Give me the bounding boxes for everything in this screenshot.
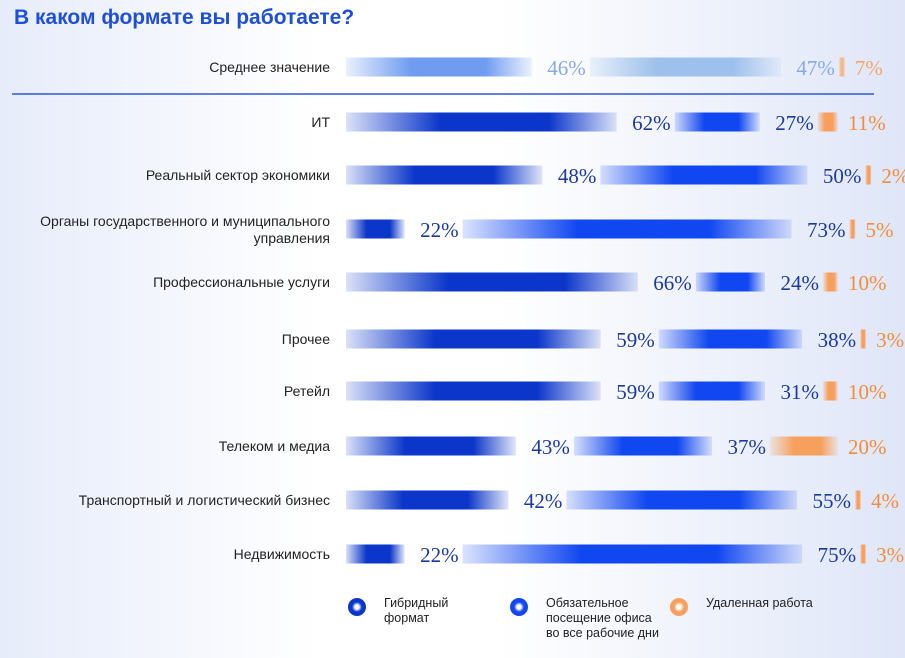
bar-hybrid — [346, 219, 405, 239]
category-label: Телеком и медиа — [219, 438, 330, 454]
bar-hybrid — [346, 272, 638, 292]
value-label-hybrid: 59% — [616, 328, 655, 352]
value-label-hybrid: 22% — [420, 543, 459, 567]
bar-remote — [860, 544, 867, 564]
value-label-remote: 7% — [855, 56, 883, 80]
value-label-office: 50% — [823, 164, 862, 188]
value-label-remote: 4% — [871, 489, 899, 513]
bar-office — [600, 165, 808, 185]
value-label-office: 27% — [775, 111, 814, 135]
bar-remote — [770, 436, 838, 456]
value-label-remote: 10% — [848, 271, 887, 295]
category-label: Профессиональные услуги — [153, 274, 330, 290]
bar-office — [462, 544, 803, 564]
bar-remote — [860, 329, 867, 349]
legend-label-remote: Удаленная работа — [706, 596, 813, 610]
value-label-office: 47% — [796, 56, 835, 80]
category-label: Органы государственного и муниципального… — [40, 213, 330, 246]
value-label-hybrid: 46% — [547, 56, 586, 80]
value-label-office: 24% — [781, 271, 820, 295]
bar-hybrid — [346, 165, 543, 185]
bar-remote — [823, 272, 838, 292]
bar-office — [462, 219, 792, 239]
bar-remote — [849, 219, 856, 239]
bar-office — [566, 490, 798, 510]
value-label-office: 37% — [728, 435, 767, 459]
value-label-remote: 3% — [876, 328, 904, 352]
chart-title: В каком формате вы работаете? — [14, 6, 355, 29]
value-label-hybrid: 42% — [524, 489, 563, 513]
value-label-remote: 11% — [848, 111, 886, 135]
value-label-office: 31% — [781, 380, 820, 404]
remote-legend-icon — [670, 598, 688, 616]
bar-hybrid — [346, 436, 516, 456]
category-label: Ретейл — [284, 383, 330, 399]
bar-hybrid — [346, 544, 405, 564]
bar-remote — [817, 112, 838, 132]
value-label-office: 73% — [807, 218, 846, 242]
bar-office — [658, 329, 803, 349]
category-label: Реальный сектор экономики — [146, 167, 330, 183]
value-label-hybrid: 22% — [420, 218, 459, 242]
bar-office — [573, 436, 712, 456]
category-label: ИТ — [311, 114, 330, 130]
value-label-hybrid: 43% — [531, 435, 570, 459]
value-label-hybrid: 66% — [653, 271, 692, 295]
bar-hybrid — [346, 112, 617, 132]
value-label-office: 55% — [813, 489, 852, 513]
office-legend-icon — [510, 598, 528, 616]
category-label: Недвижимость — [234, 546, 330, 562]
bar-remote — [865, 165, 872, 185]
bar-hybrid — [346, 381, 601, 401]
bar-office — [658, 381, 765, 401]
bar-office — [695, 272, 765, 292]
bar-office — [589, 57, 781, 77]
bar-remote — [823, 381, 838, 401]
hybrid-legend-icon — [348, 598, 366, 616]
value-label-remote: 10% — [848, 380, 887, 404]
category-label: Прочее — [282, 331, 330, 347]
category-label: Транспортный и логистический бизнес — [79, 492, 330, 508]
legend-label-office: Обязательное посещение офиса во все рабо… — [546, 596, 659, 640]
value-label-remote: 2% — [881, 164, 905, 188]
bar-office — [674, 112, 760, 132]
value-label-remote: 5% — [866, 218, 894, 242]
bar-hybrid — [346, 57, 532, 77]
value-label-hybrid: 59% — [616, 380, 655, 404]
bar-hybrid — [346, 490, 509, 510]
value-label-remote: 20% — [848, 435, 887, 459]
category-label: Среднее значение — [209, 59, 330, 75]
bar-remote — [838, 57, 845, 77]
value-label-hybrid: 62% — [632, 111, 671, 135]
legend-label-hybrid: Гибридный формат — [384, 596, 449, 625]
value-label-office: 38% — [818, 328, 857, 352]
bar-remote — [855, 490, 862, 510]
value-label-office: 75% — [818, 543, 857, 567]
value-label-remote: 3% — [876, 543, 904, 567]
value-label-hybrid: 48% — [558, 164, 597, 188]
bar-hybrid — [346, 329, 601, 349]
